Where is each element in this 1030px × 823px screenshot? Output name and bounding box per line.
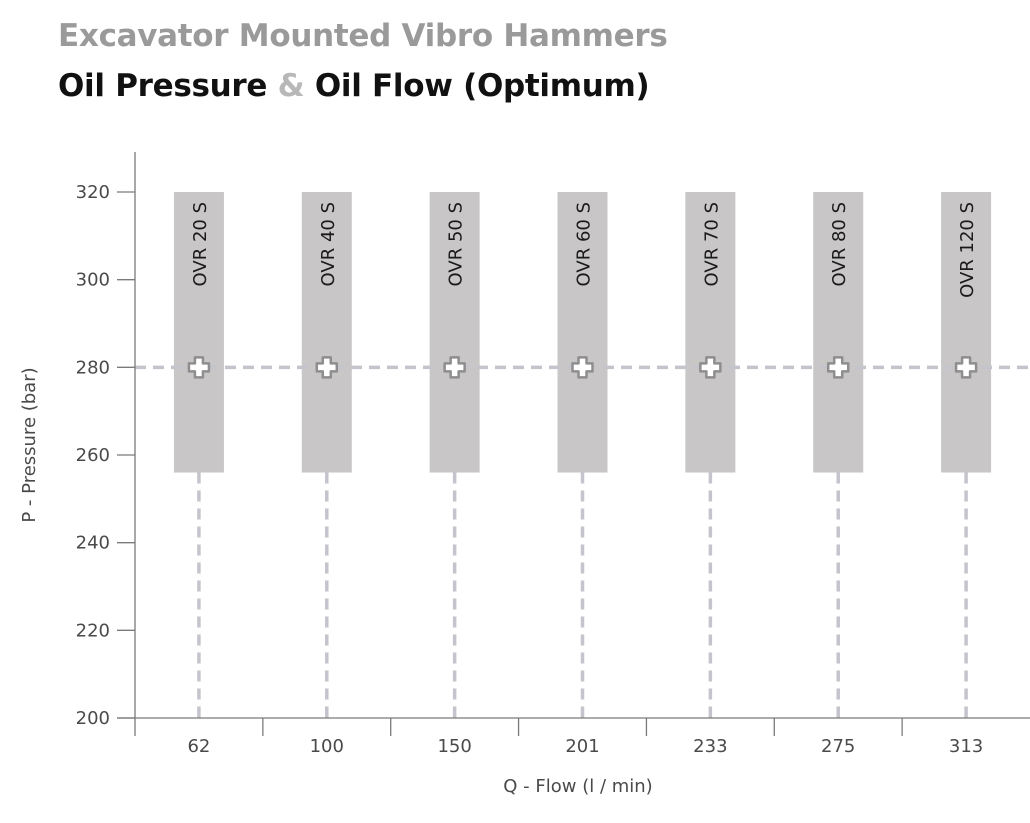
optimum-marker-icon: [187, 356, 211, 379]
x-tick-label: 233: [693, 736, 727, 757]
x-tick-label: 313: [949, 736, 983, 757]
chart-title-block: Excavator Mounted Vibro Hammers Oil Pres…: [58, 18, 668, 104]
optimum-marker-icon: [699, 356, 722, 379]
y-tick-label: 220: [76, 620, 110, 641]
subtitle-oil-flow: Oil Flow (Optimum): [314, 68, 650, 104]
chart-subtitle: Oil Pressure & Oil Flow (Optimum): [58, 68, 667, 104]
optimum-marker-icon: [443, 356, 466, 379]
bar-ovr-80-s: [813, 192, 864, 473]
subtitle-oil-pressure: Oil Pressure: [58, 68, 268, 104]
bar-label: OVR 40 S: [318, 202, 339, 286]
bar-ovr-50-s: [429, 192, 480, 473]
bar-label: OVR 120 S: [957, 202, 978, 298]
optimum-marker-icon: [571, 356, 594, 379]
x-tick-label: 62: [187, 736, 210, 757]
y-tick-label: 260: [76, 445, 110, 466]
bar-label: OVR 80 S: [829, 202, 850, 286]
bar-label: OVR 70 S: [701, 202, 722, 286]
optimum-marker-icon: [954, 356, 978, 379]
optimum-marker-icon: [826, 356, 850, 379]
y-axis-label: P - Pressure (bar): [19, 367, 40, 522]
bar-label: OVR 60 S: [574, 202, 595, 286]
subtitle-ampersand: &: [277, 68, 305, 104]
bar-label: OVR 20 S: [190, 202, 211, 286]
x-tick-label: 201: [565, 736, 599, 757]
x-tick-label: 150: [437, 736, 471, 757]
x-tick-label: 275: [821, 736, 855, 757]
optimum-marker-icon: [315, 356, 339, 379]
bar-ovr-70-s: [685, 192, 736, 473]
y-tick-label: 320: [76, 182, 110, 203]
x-tick-label: 100: [310, 736, 344, 757]
y-tick-label: 280: [76, 357, 110, 378]
bar-ovr-120-s: [941, 192, 992, 473]
y-tick-label: 200: [76, 708, 110, 729]
y-tick-label: 240: [76, 533, 110, 554]
y-tick-label: 300: [76, 270, 110, 291]
x-axis-label: Q - Flow (l / min): [503, 776, 652, 797]
bar-ovr-60-s: [557, 192, 608, 473]
bar-ovr-40-s: [301, 192, 352, 473]
bar-label: OVR 50 S: [446, 202, 467, 286]
chart-title: Excavator Mounted Vibro Hammers: [58, 18, 668, 54]
bar-ovr-20-s: [173, 192, 224, 473]
